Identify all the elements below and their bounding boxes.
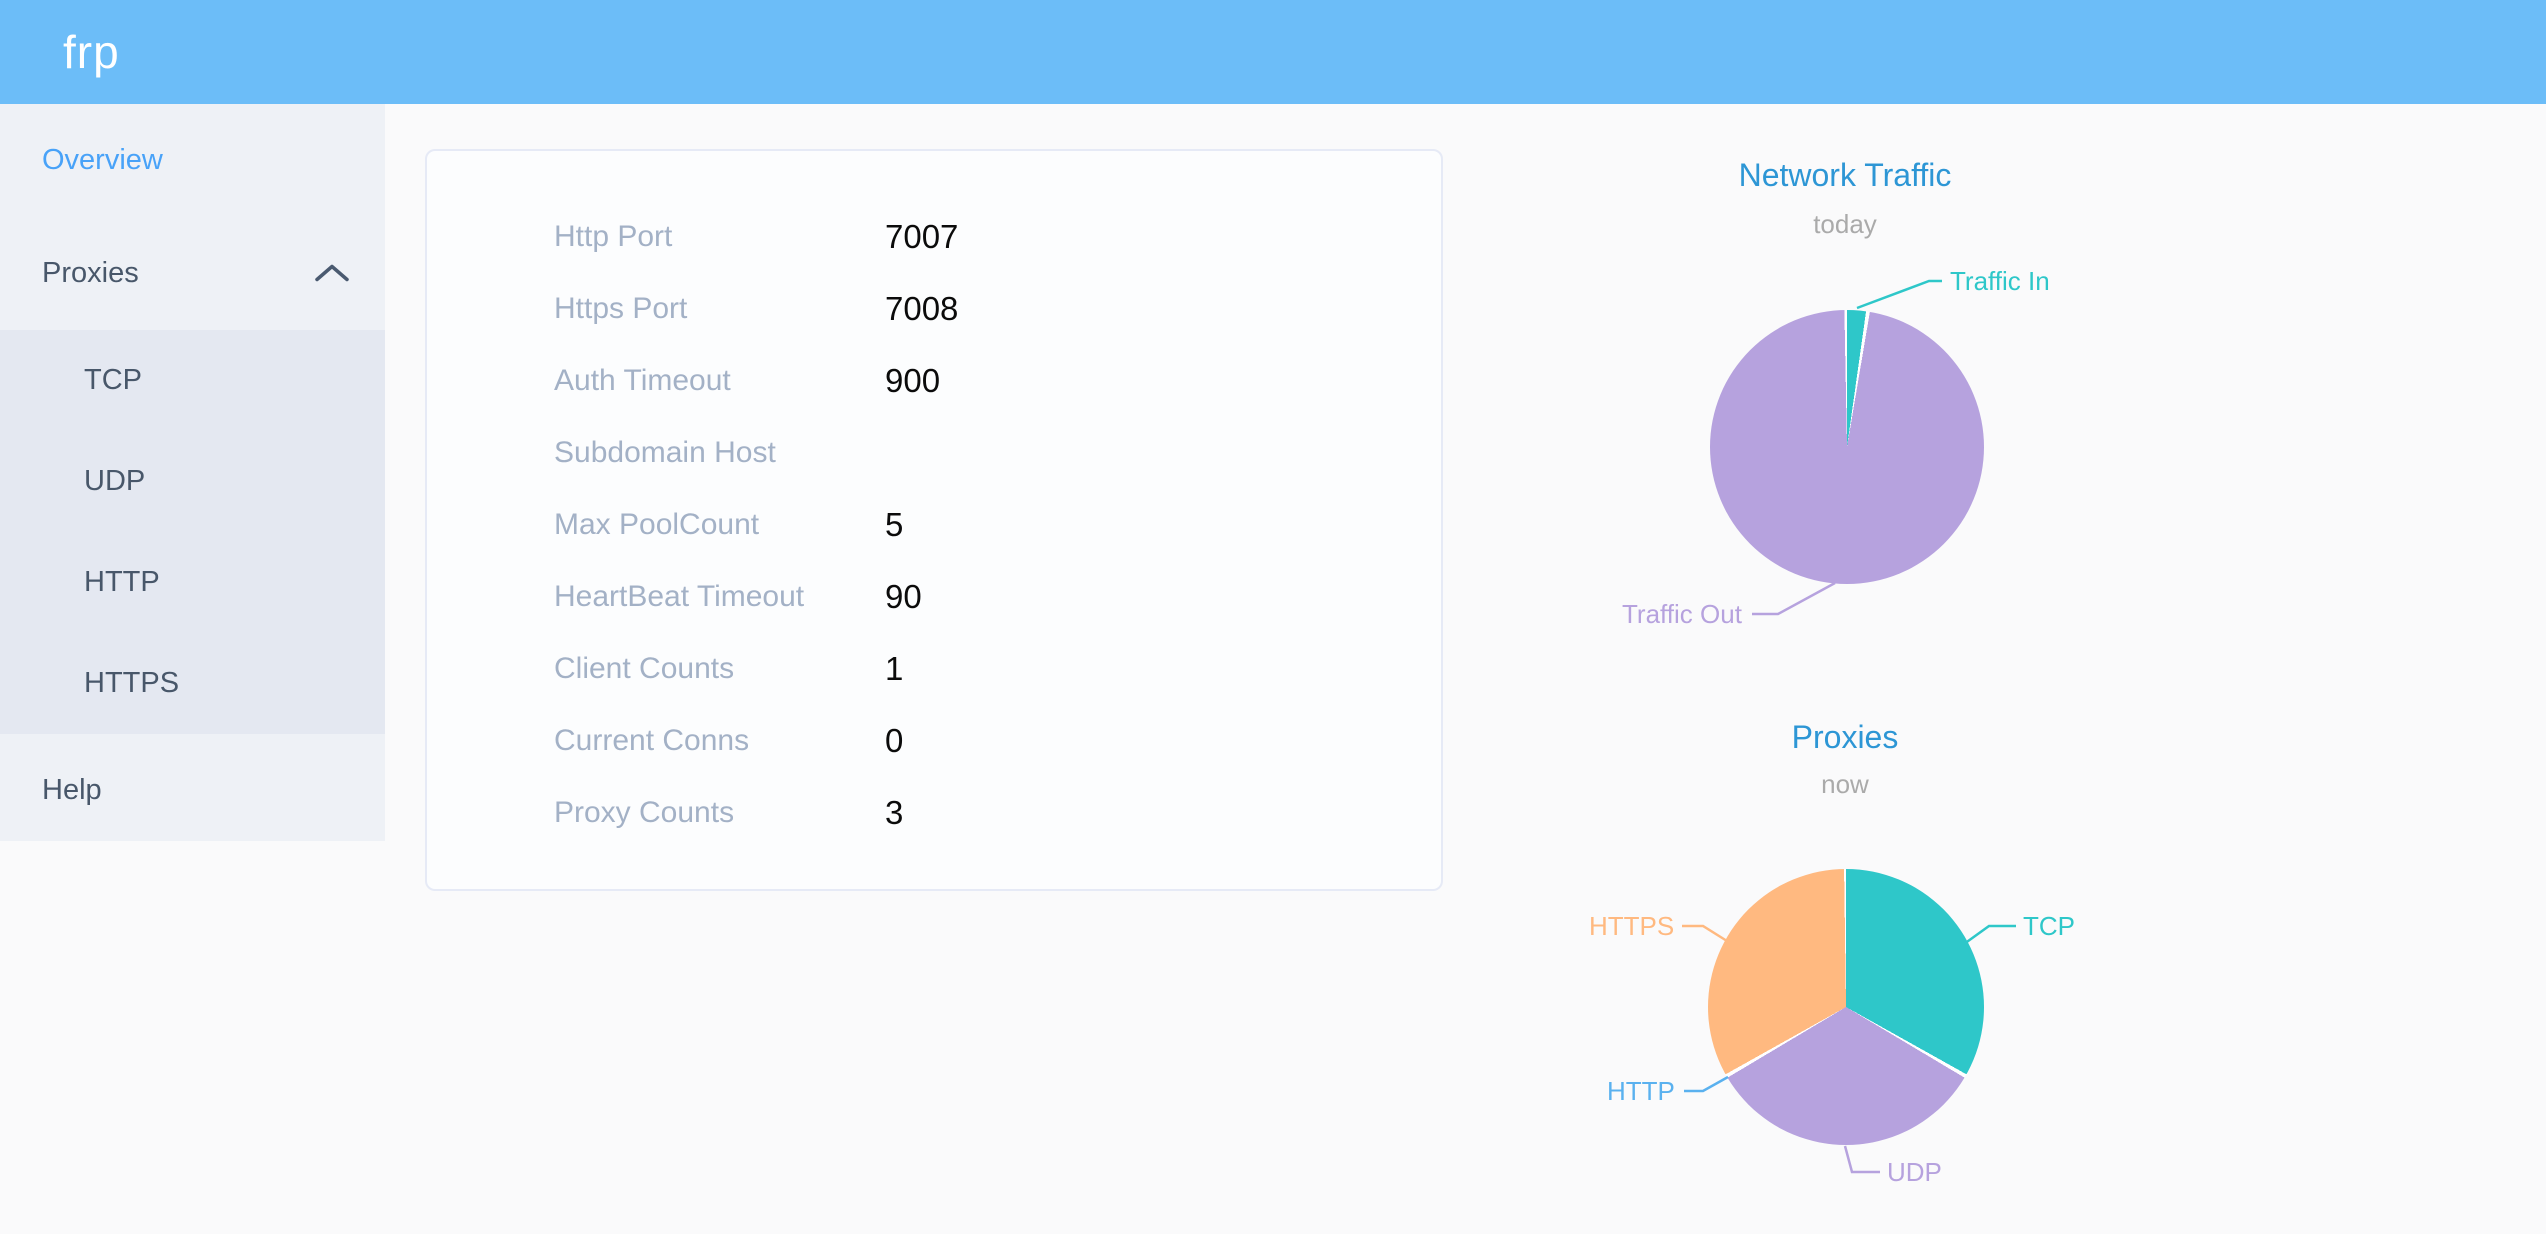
sidebar-item-label: Proxies bbox=[42, 257, 139, 289]
config-label: Https Port bbox=[554, 292, 688, 325]
config-value: 3 bbox=[885, 794, 904, 831]
sidebar-item-label: HTTPS bbox=[84, 667, 180, 699]
traffic-out-label-line bbox=[1752, 581, 1836, 616]
sidebar-item-label: HTTP bbox=[84, 566, 160, 598]
pie-label-udp: UDP bbox=[1887, 1157, 1942, 1187]
tcp-label-line bbox=[1963, 924, 2016, 946]
server-config-card: Http Port 7007 Https Port 7008 Auth Time… bbox=[425, 149, 1443, 891]
pie-label-traffic-in: Traffic In bbox=[1950, 266, 2050, 296]
sidebar-item-help[interactable]: Help bbox=[0, 734, 385, 847]
config-label: Max PoolCount bbox=[554, 508, 760, 541]
config-label: Subdomain Host bbox=[554, 436, 776, 469]
config-row-subdomain-host: Subdomain Host bbox=[427, 417, 1441, 489]
config-value: 900 bbox=[885, 362, 941, 399]
config-row-auth-timeout: Auth Timeout 900 bbox=[427, 345, 1441, 417]
sidebar-item-http[interactable]: HTTP bbox=[0, 532, 385, 633]
chevron-up-icon[interactable] bbox=[315, 217, 349, 330]
pie-label-http: HTTP bbox=[1607, 1076, 1675, 1106]
config-row-current-conns: Current Conns 0 bbox=[427, 705, 1441, 777]
config-value: 7007 bbox=[885, 218, 959, 255]
config-value: 7008 bbox=[885, 290, 959, 327]
config-label: Http Port bbox=[554, 220, 673, 253]
http-label-line bbox=[1684, 1075, 1729, 1093]
udp-label-line bbox=[1843, 1145, 1880, 1174]
chart-subtitle: today bbox=[1813, 209, 1877, 239]
pie-label-traffic-out: Traffic Out bbox=[1622, 599, 1742, 629]
config-value: 5 bbox=[885, 506, 904, 543]
config-row-client-counts: Client Counts 1 bbox=[427, 633, 1441, 705]
sidebar-item-https[interactable]: HTTPS bbox=[0, 633, 385, 734]
app-logo: frp bbox=[63, 26, 120, 78]
traffic-in-label-line bbox=[1856, 279, 1942, 310]
config-value: 90 bbox=[885, 578, 922, 615]
config-row-proxy-counts: Proxy Counts 3 bbox=[427, 777, 1441, 849]
config-label: Current Conns bbox=[554, 724, 750, 757]
pie-label-https: HTTPS bbox=[1589, 911, 1675, 941]
config-row-max-poolcount: Max PoolCount 5 bbox=[427, 489, 1441, 561]
sidebar-item-label: Help bbox=[42, 774, 102, 806]
sidebar-item-proxies[interactable]: Proxies bbox=[0, 217, 385, 330]
config-label: Client Counts bbox=[554, 652, 735, 685]
sidebar-submenu-proxies: TCP UDP HTTP HTTPS bbox=[0, 330, 385, 734]
config-field-list: Http Port 7007 Https Port 7008 Auth Time… bbox=[427, 151, 1441, 849]
config-row-http-port: Http Port 7007 bbox=[427, 201, 1441, 273]
sidebar-item-overview[interactable]: Overview bbox=[0, 104, 385, 217]
chart-title: Proxies bbox=[1791, 719, 1899, 755]
sidebar-item-label: UDP bbox=[84, 465, 146, 497]
chart-title: Network Traffic bbox=[1738, 157, 1952, 193]
sidebar-item-udp[interactable]: UDP bbox=[0, 431, 385, 532]
pie-label-tcp: TCP bbox=[2023, 911, 2075, 941]
sidebar-item-label: Overview bbox=[42, 144, 163, 176]
proxies-chart: Proxies now TCP UDP HTTP HTTPS bbox=[1450, 700, 2240, 1234]
config-label: Proxy Counts bbox=[554, 796, 735, 829]
sidebar-item-tcp[interactable]: TCP bbox=[0, 330, 385, 431]
sidebar: Overview Proxies TCP UDP HTTP HTTPS Help bbox=[0, 104, 385, 841]
config-label: Auth Timeout bbox=[554, 364, 731, 397]
network-traffic-chart: Network Traffic today Traffic In Traffic… bbox=[1450, 140, 2240, 680]
chart-subtitle: now bbox=[1821, 769, 1869, 799]
config-row-heartbeat-timeout: HeartBeat Timeout 90 bbox=[427, 561, 1441, 633]
header-bar: frp bbox=[0, 0, 2546, 104]
config-value: 1 bbox=[885, 650, 904, 687]
config-label: HeartBeat Timeout bbox=[554, 580, 805, 613]
config-row-https-port: Https Port 7008 bbox=[427, 273, 1441, 345]
https-label-line bbox=[1682, 924, 1728, 943]
sidebar-item-label: TCP bbox=[84, 364, 142, 396]
config-value: 0 bbox=[885, 722, 904, 759]
network-traffic-pie[interactable] bbox=[1710, 310, 1984, 584]
proxies-pie[interactable] bbox=[1708, 869, 1984, 1145]
